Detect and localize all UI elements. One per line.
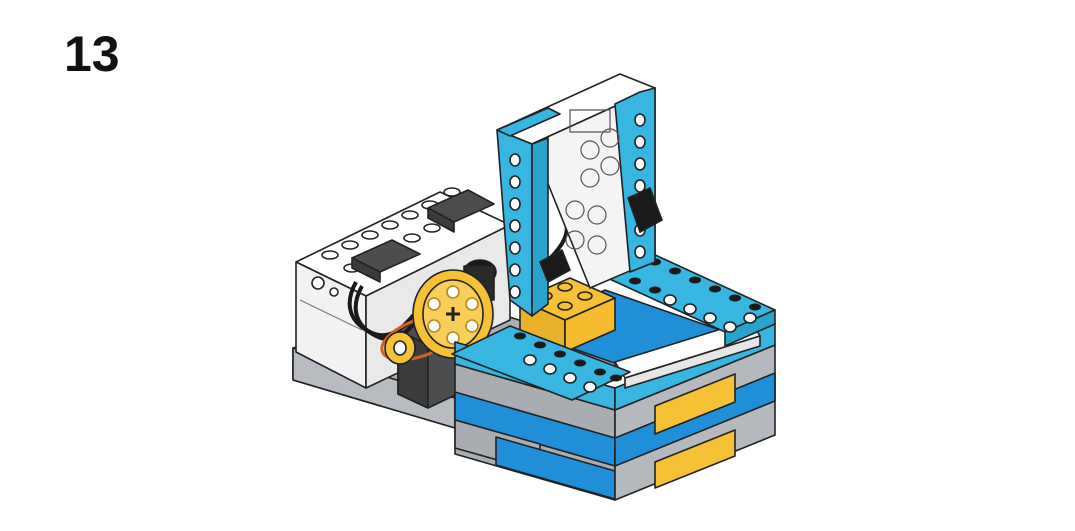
beam-frame-icon bbox=[496, 73, 663, 317]
pulley-wheel-icon bbox=[384, 269, 494, 365]
step-number: 13 bbox=[64, 26, 120, 82]
